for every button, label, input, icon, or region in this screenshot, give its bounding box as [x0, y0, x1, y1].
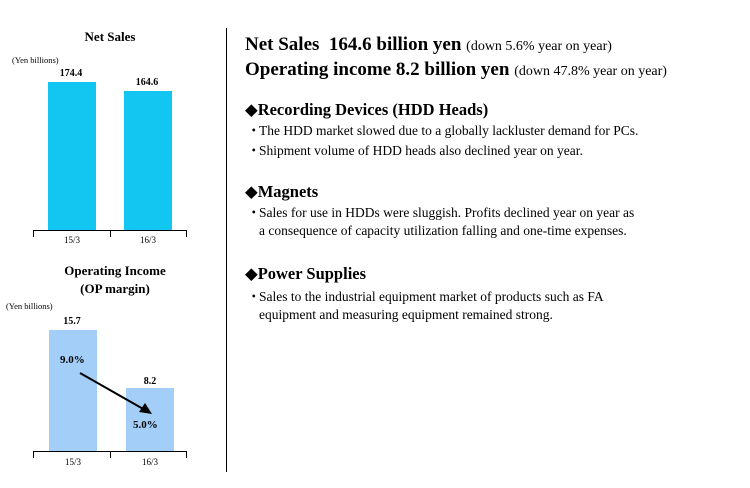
bullet-marker: ・	[247, 289, 261, 304]
net-sales-category-16-3: 16/3	[139, 235, 156, 245]
op-income-category-15-3: 15/3	[64, 457, 81, 467]
bullet-item: ・Shipment volume of HDD heads also decli…	[247, 142, 742, 160]
op-income-headline-change: (down 47.8% year on year)	[514, 64, 667, 79]
net-sales-bar-16-3	[124, 91, 172, 230]
bullet-item: ・The HDD market slowed due to a globally…	[247, 122, 742, 140]
op-margin-label-16-3: 5.0%	[133, 419, 158, 431]
bullet-item: ・Sales to the industrial equipment marke…	[247, 288, 742, 324]
net-sales-headline: Net Sales 164.6 billion yen (down 5.6% y…	[245, 34, 612, 56]
bullet-text: Sales for use in HDDs were sluggish. Pro…	[259, 205, 635, 220]
bullet-text: Sales to the industrial equipment market…	[259, 289, 604, 304]
op-income-tick-left	[33, 451, 34, 458]
bullet-marker: ・	[247, 143, 261, 158]
op-income-chart-subtitle: (OP margin)	[80, 281, 150, 296]
op-income-headline-main: Operating income 8.2 billion yen	[245, 59, 510, 80]
bullet-marker: ・	[247, 123, 261, 138]
op-income-unit-label: (Yen billions)	[6, 301, 53, 311]
net-sales-category-15-3: 15/3	[63, 235, 80, 245]
net-sales-tick-left	[33, 230, 34, 237]
net-sales-headline-main: Net Sales 164.6 billion yen	[245, 34, 462, 55]
op-income-chart: 15.7 8.2 9.0% 5.0% 15/3 16/3	[0, 300, 220, 480]
section-title-recording-devices: ◆Recording Devices (HDD Heads)	[245, 100, 489, 119]
bullet-text: The HDD market slowed due to a globally …	[259, 123, 639, 138]
bullet-text-continuation: equipment and measuring equipment remain…	[259, 307, 553, 322]
bullet-text-continuation: a consequence of capacity utilization fa…	[259, 223, 627, 238]
op-margin-trend-arrow	[79, 372, 152, 414]
net-sales-bar-15-3	[48, 82, 96, 230]
net-sales-value-label-1: 174.4	[59, 68, 83, 79]
net-sales-value-label-2: 164.6	[135, 77, 159, 88]
net-sales-unit-label: (Yen billions)	[12, 55, 59, 65]
op-income-bar-16-3	[126, 388, 174, 451]
vertical-divider	[226, 28, 227, 472]
net-sales-tick-right	[186, 230, 187, 237]
op-income-bar-15-3	[49, 330, 97, 451]
op-income-value-label-2: 8.2	[143, 376, 157, 387]
op-margin-label-15-3: 9.0%	[60, 354, 85, 366]
bullet-marker: ・	[247, 205, 261, 220]
net-sales-tick-mid	[110, 230, 111, 237]
op-income-tick-right	[186, 451, 187, 458]
op-income-chart-title: Operating Income	[64, 263, 166, 278]
bullet-item: ・Sales for use in HDDs were sluggish. Pr…	[247, 204, 742, 240]
op-income-category-16-3: 16/3	[141, 457, 158, 467]
bullet-text: Shipment volume of HDD heads also declin…	[259, 143, 583, 158]
section-title-power-supplies: ◆Power Supplies	[245, 264, 367, 283]
net-sales-chart-title: Net Sales	[84, 29, 136, 44]
op-income-tick-mid	[110, 451, 111, 458]
net-sales-chart: 174.4 164.6 15/3 16/3	[0, 0, 220, 250]
op-income-headline: Operating income 8.2 billion yen (down 4…	[245, 59, 667, 81]
op-income-value-label-1: 15.7	[63, 316, 81, 327]
net-sales-headline-change: (down 5.6% year on year)	[466, 39, 612, 54]
section-title-magnets: ◆Magnets	[245, 182, 319, 201]
